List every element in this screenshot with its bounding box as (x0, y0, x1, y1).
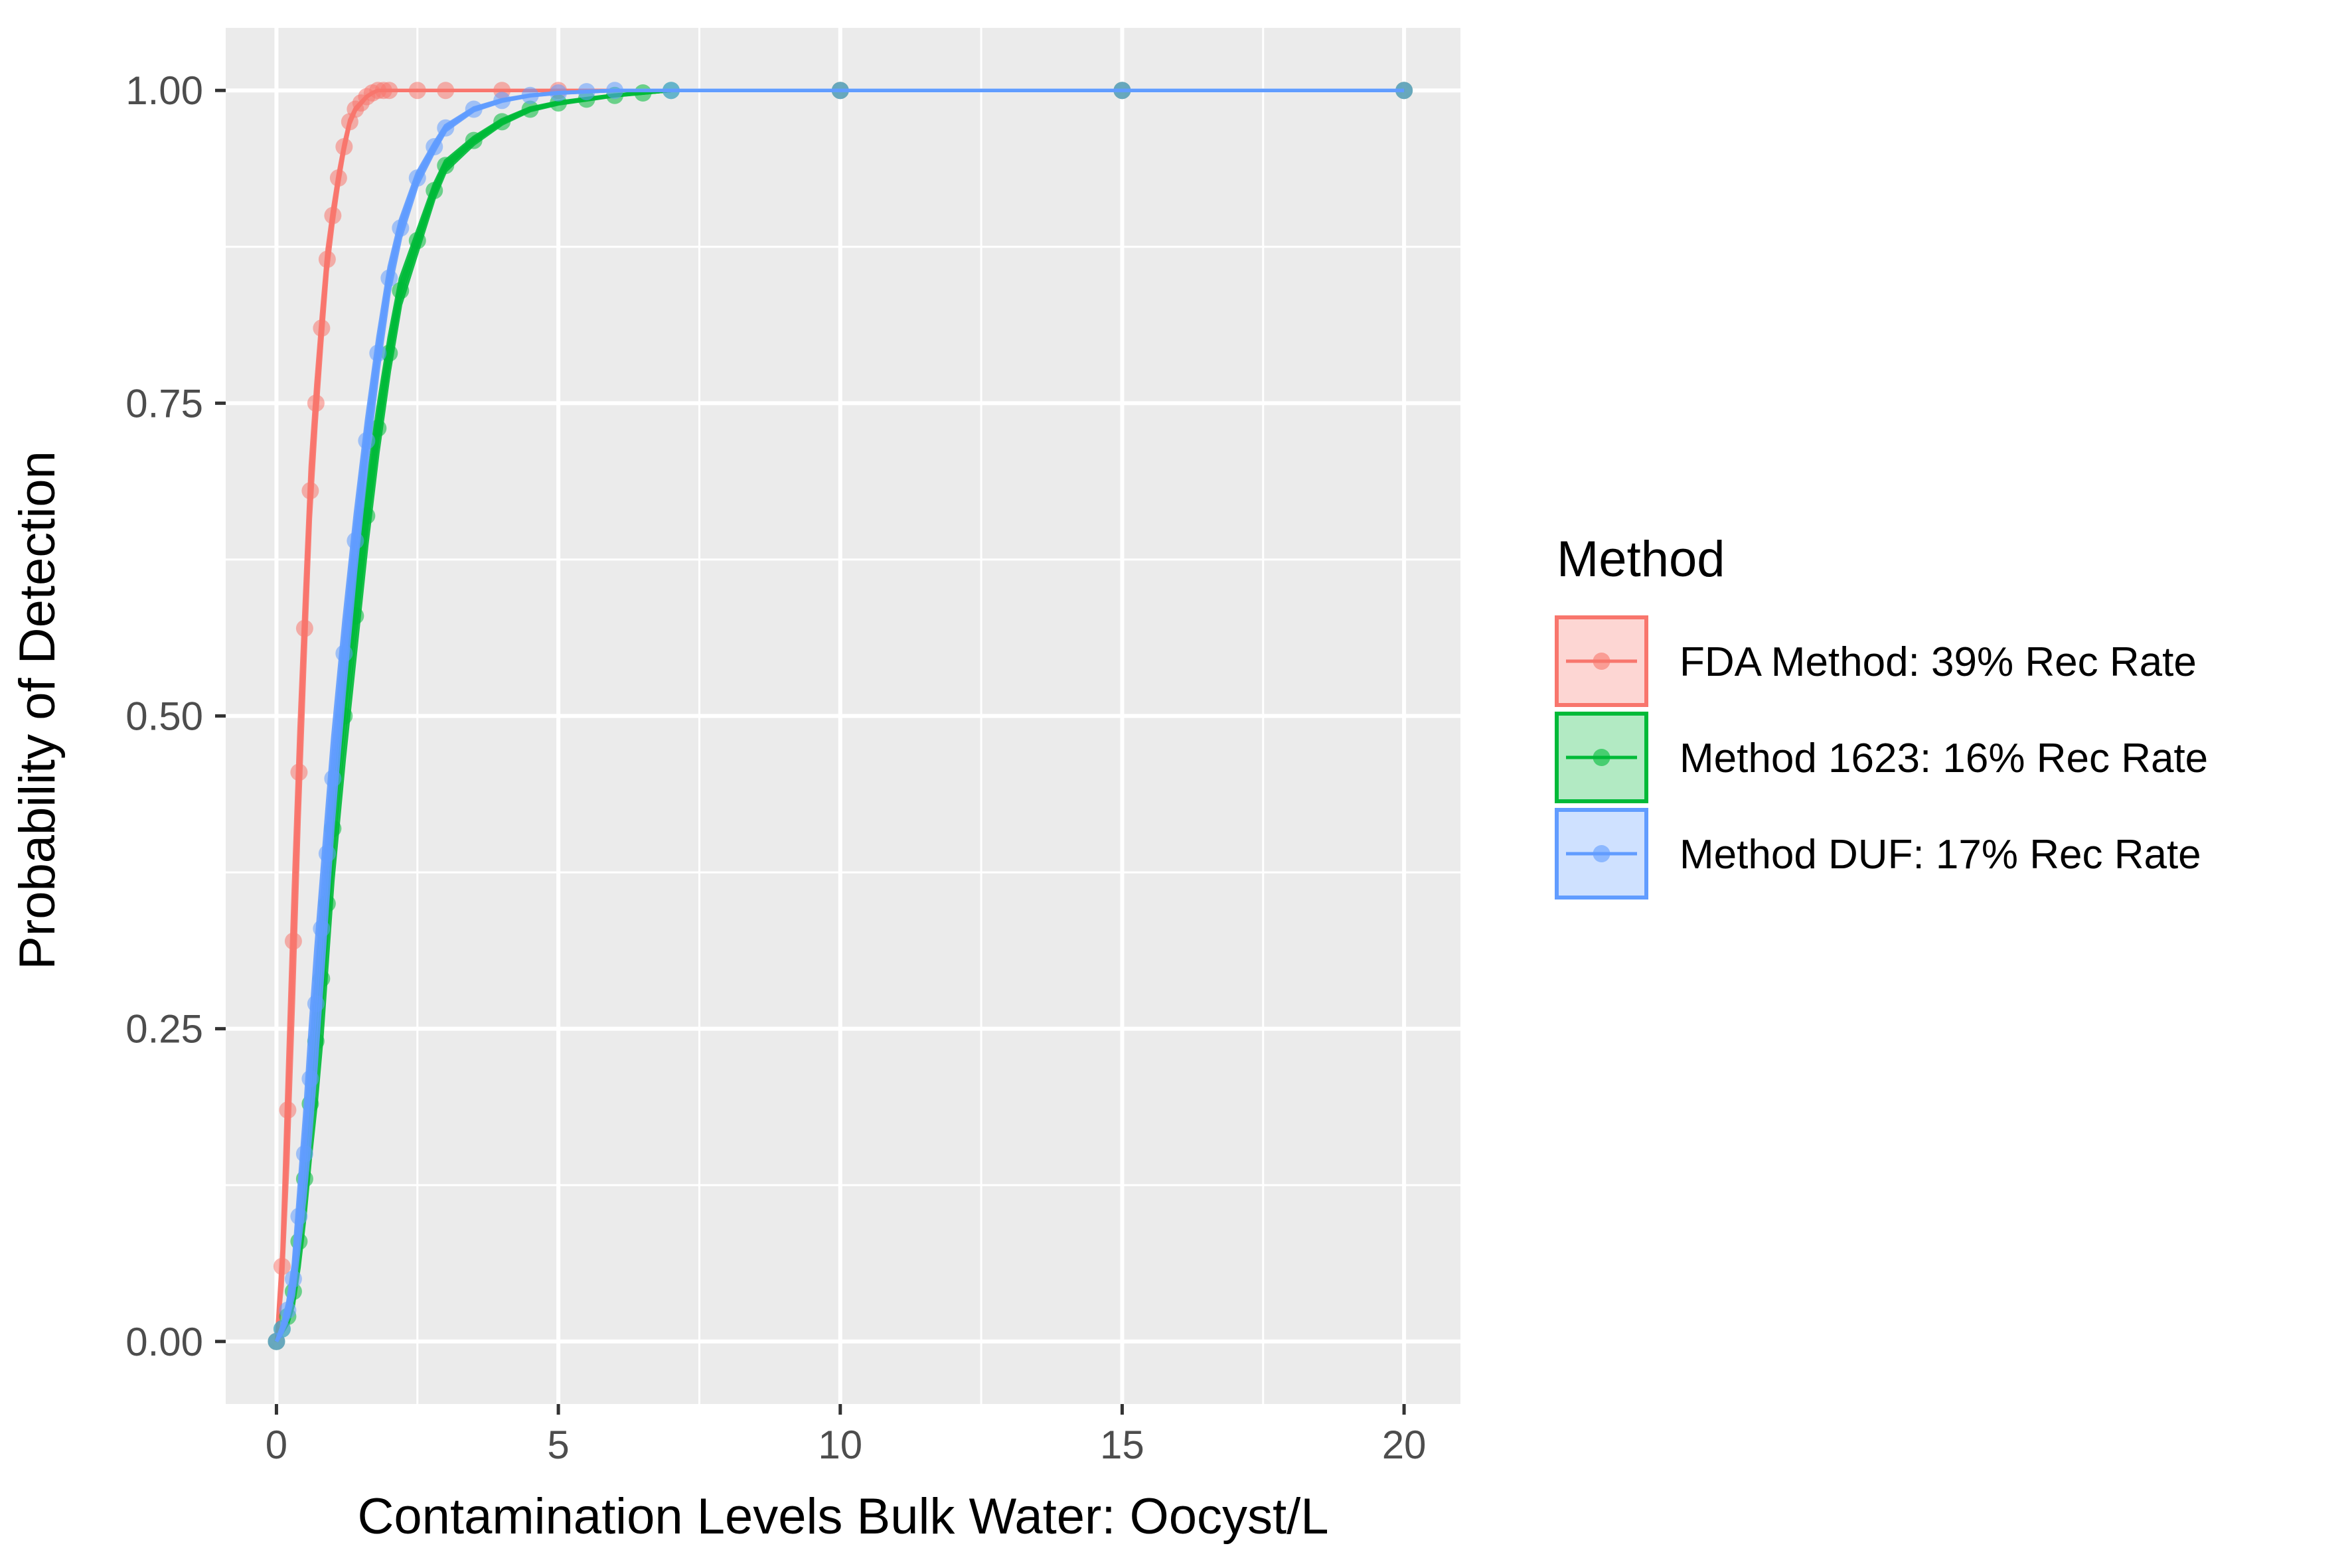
x-tick-label: 0 (266, 1423, 287, 1467)
data-point (301, 482, 319, 500)
data-point (307, 994, 325, 1012)
legend-items: FDA Method: 39% Rec Rate Method 1623: 16%… (1555, 615, 2208, 900)
y-axis-title: Probability of Detection (9, 451, 66, 970)
data-point (426, 138, 443, 156)
x-tick-label: 5 (547, 1423, 569, 1467)
data-point (831, 82, 849, 100)
data-point (358, 431, 376, 449)
data-point (318, 844, 336, 862)
data-point (493, 113, 511, 131)
legend: Method FDA Method: 39% Rec Rate Method 16… (1555, 531, 2208, 900)
data-point (1395, 82, 1413, 100)
data-point (347, 532, 364, 550)
data-point (295, 619, 313, 637)
data-point (465, 100, 483, 118)
data-point (1113, 82, 1131, 100)
data-point (369, 420, 387, 437)
data-point (295, 1145, 313, 1163)
data-point (380, 269, 398, 287)
legend-title: Method (1557, 531, 1725, 588)
data-point (521, 86, 539, 104)
series-0 (268, 82, 1413, 1350)
y-tick-label: 0.50 (125, 694, 203, 739)
data-point (550, 84, 568, 102)
data-point (493, 92, 511, 110)
data-point (273, 1257, 291, 1275)
data-point (313, 319, 331, 337)
data-point (465, 131, 483, 149)
data-point (392, 219, 410, 237)
x-tick-label: 15 (1100, 1423, 1144, 1467)
data-point (335, 138, 353, 156)
y-tick-labels: 0.00 0.25 0.50 0.75 1.00 (125, 68, 203, 1364)
data-point (284, 1270, 302, 1288)
axis-ticks (215, 88, 1406, 1415)
data-point (521, 100, 539, 118)
data-point (426, 181, 443, 199)
data-point (369, 344, 387, 362)
data-point (408, 82, 426, 100)
data-point (408, 232, 426, 250)
legend-key-point (1593, 845, 1610, 862)
data-point (290, 763, 308, 781)
legend-key-point (1593, 653, 1610, 670)
x-tick-label: 20 (1382, 1423, 1427, 1467)
y-tick-label: 0.25 (125, 1007, 203, 1052)
data-point (380, 82, 398, 100)
data-point (662, 82, 680, 100)
legend-label: Method 1623: 16% Rec Rate (1680, 736, 2208, 781)
data-point (284, 932, 302, 950)
data-point (329, 169, 347, 187)
data-point (273, 1320, 291, 1338)
data-point (335, 645, 353, 663)
legend-item: Method 1623: 16% Rec Rate (1555, 712, 2208, 803)
data-point (578, 83, 595, 101)
legend-key-point (1593, 749, 1610, 766)
data-point (324, 206, 342, 224)
legend-label: FDA Method: 39% Rec Rate (1680, 639, 2197, 685)
x-axis-title: Contamination Levels Bulk Water: Oocyst/… (358, 1488, 1329, 1545)
legend-item: Method DUF: 17% Rec Rate (1555, 808, 2201, 900)
data-point (324, 769, 342, 787)
data-point (392, 281, 410, 299)
legend-item: FDA Method: 39% Rec Rate (1555, 615, 2197, 707)
y-tick-label: 0.75 (125, 381, 203, 426)
data-point (437, 119, 455, 137)
data-point (313, 919, 331, 937)
series-layer (268, 82, 1413, 1350)
data-point (437, 82, 455, 100)
data-point (318, 250, 336, 268)
data-point (606, 82, 624, 100)
data-point (634, 84, 652, 102)
y-tick-label: 1.00 (125, 68, 203, 113)
data-point (290, 1208, 308, 1225)
x-tick-label: 10 (818, 1423, 862, 1467)
series-2 (268, 82, 1413, 1350)
data-point (408, 169, 426, 187)
data-point (307, 394, 325, 412)
x-tick-labels: 0 5 10 15 20 (266, 1423, 1427, 1467)
data-point (279, 1301, 297, 1319)
legend-label: Method DUF: 17% Rec Rate (1680, 832, 2201, 878)
y-tick-label: 0.00 (125, 1320, 203, 1364)
data-point (437, 157, 455, 175)
data-point (279, 1101, 297, 1119)
data-point (301, 1070, 319, 1088)
